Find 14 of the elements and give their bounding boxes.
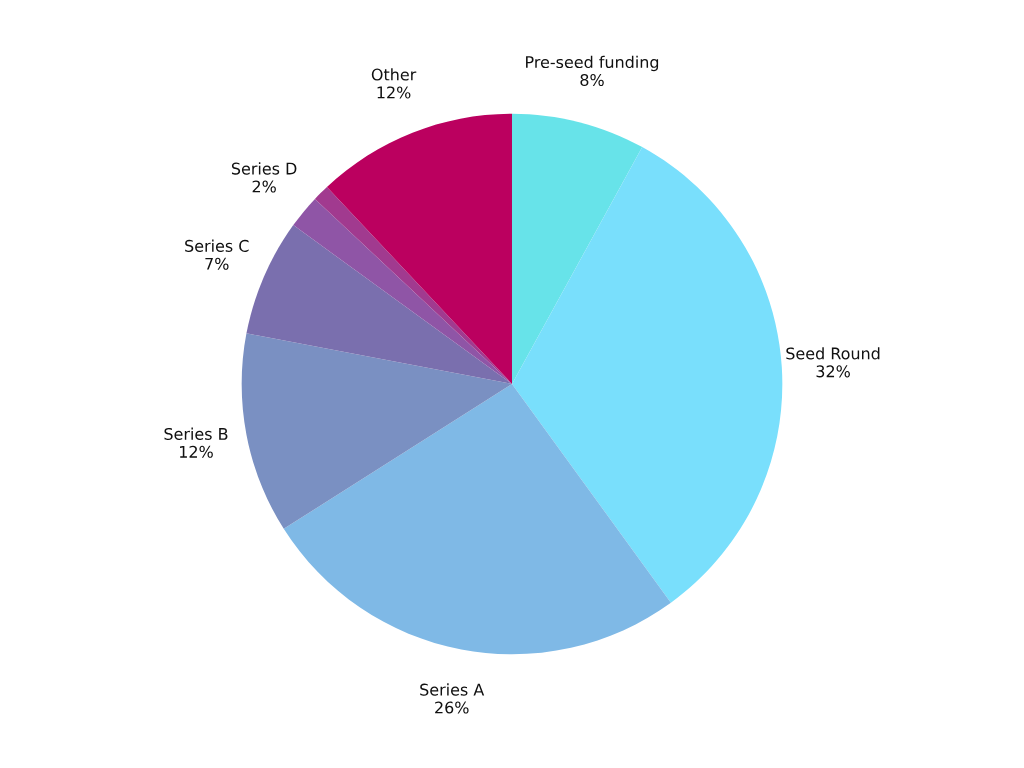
slice-label: Other [371,68,417,81]
data-label: 12% [377,86,411,99]
data-label: 12% [180,445,213,458]
data-label: 26% [435,701,469,714]
slice-label: Series C [185,239,249,252]
slice-label: Seed Round [786,347,880,360]
data-label: 2% [252,180,276,193]
data-label: 7% [205,257,229,270]
slice-label: Pre-seed funding [526,55,659,72]
slice-label: Series A [420,683,485,696]
slice-label: Series B [164,427,228,440]
slice-label: Series D [231,162,297,175]
data-label: 32% [816,365,850,378]
data-label: 8% [580,73,604,86]
